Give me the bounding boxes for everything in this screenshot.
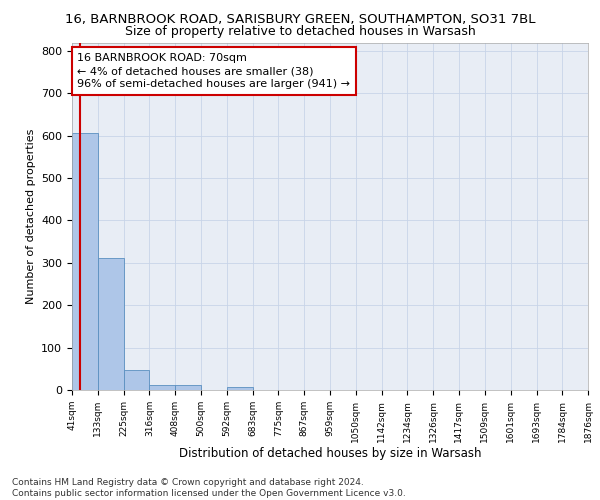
Bar [227, 386, 253, 390]
Bar [72, 133, 98, 390]
Text: 16, BARNBROOK ROAD, SARISBURY GREEN, SOUTHAMPTON, SO31 7BL: 16, BARNBROOK ROAD, SARISBURY GREEN, SOU… [65, 12, 535, 26]
Text: 16 BARNBROOK ROAD: 70sqm
← 4% of detached houses are smaller (38)
96% of semi-de: 16 BARNBROOK ROAD: 70sqm ← 4% of detache… [77, 53, 350, 90]
Bar [175, 385, 201, 390]
Bar [98, 258, 124, 390]
X-axis label: Distribution of detached houses by size in Warsash: Distribution of detached houses by size … [179, 448, 481, 460]
Bar [149, 386, 175, 390]
Text: Size of property relative to detached houses in Warsash: Size of property relative to detached ho… [125, 25, 475, 38]
Text: Contains HM Land Registry data © Crown copyright and database right 2024.
Contai: Contains HM Land Registry data © Crown c… [12, 478, 406, 498]
Y-axis label: Number of detached properties: Number of detached properties [26, 128, 35, 304]
Bar [124, 370, 149, 390]
